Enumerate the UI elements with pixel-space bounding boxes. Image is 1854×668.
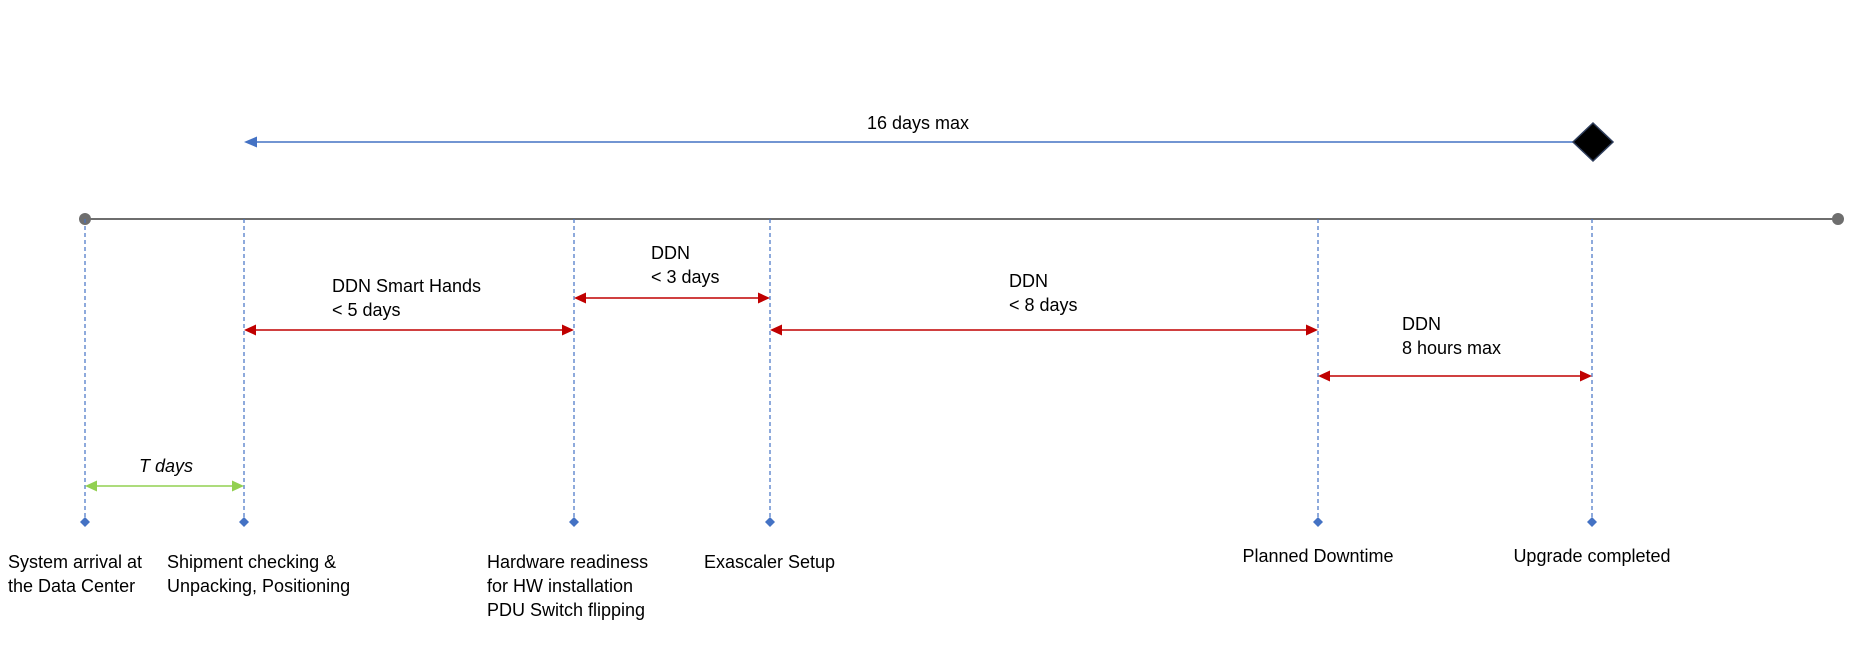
milestone-marker-hardware: [569, 517, 579, 527]
span-label-line: DDN: [1402, 314, 1441, 334]
span-arrowhead-right: [1580, 370, 1592, 382]
span-arrowhead-left: [1318, 370, 1330, 382]
milestone-marker-exascaler: [765, 517, 775, 527]
overall-span-label: 16 days max: [867, 113, 969, 133]
overall-span: 16 days max: [244, 113, 1615, 163]
milestone-marker-shipment: [239, 517, 249, 527]
span-label-line: 8 hours max: [1402, 338, 1501, 358]
span-label-t-days: T days: [139, 456, 193, 476]
span-ddn-3: DDN < 3 days: [574, 243, 770, 304]
milestone-label-shipment: Shipment checking & Unpacking, Positionin…: [167, 552, 350, 596]
span-ddn-8: DDN < 8 days: [770, 271, 1318, 336]
span-label-line: DDN: [1009, 271, 1048, 291]
span-label-line: < 8 days: [1009, 295, 1078, 315]
milestone-marker-arrival: [80, 517, 90, 527]
milestone-marker-downtime: [1313, 517, 1323, 527]
span-t-days: T days: [85, 456, 244, 492]
overall-arrowhead: [244, 136, 257, 148]
milestone-marker-upgrade: [1587, 517, 1597, 527]
milestone-guides: [80, 219, 1597, 527]
span-label-line: DDN Smart Hands: [332, 276, 481, 296]
span-label-ddn-8h: DDN 8 hours max: [1402, 314, 1501, 358]
milestone-label-line: PDU Switch flipping: [487, 600, 645, 620]
milestone-label-upgrade: Upgrade completed: [1513, 546, 1670, 566]
span-label-line: T days: [139, 456, 193, 476]
milestone-labels: System arrival at the Data Center Shipment…: [8, 546, 1671, 620]
milestone-label-line: Planned Downtime: [1242, 546, 1393, 566]
span-label-smart-hands: DDN Smart Hands < 5 days: [332, 276, 481, 320]
timeline-end-dot: [1832, 213, 1844, 225]
main-timeline: [79, 213, 1844, 225]
span-ddn-8h: DDN 8 hours max: [1318, 314, 1592, 382]
span-arrowhead-right: [758, 292, 770, 304]
milestone-label-hardware: Hardware readiness for HW installation PDU…: [487, 552, 648, 620]
span-arrowhead-left: [770, 324, 782, 336]
span-arrowhead-left: [85, 480, 97, 492]
span-label-ddn-3: DDN < 3 days: [651, 243, 720, 287]
span-label-line: < 5 days: [332, 300, 401, 320]
span-label-line: < 3 days: [651, 267, 720, 287]
milestone-label-exascaler: Exascaler Setup: [704, 552, 835, 572]
milestone-label-line: Upgrade completed: [1513, 546, 1670, 566]
milestone-label-line: System arrival at: [8, 552, 142, 572]
span-arrowhead-left: [574, 292, 586, 304]
milestone-label-line: Shipment checking &: [167, 552, 336, 572]
milestone-label-downtime: Planned Downtime: [1242, 546, 1393, 566]
span-arrowhead-right: [1306, 324, 1318, 336]
span-arrowhead-right: [232, 480, 244, 492]
milestone-label-line: the Data Center: [8, 576, 135, 596]
span-smart-hands: DDN Smart Hands < 5 days: [244, 276, 574, 336]
milestone-label-line: Hardware readiness: [487, 552, 648, 572]
milestone-label-line: Unpacking, Positioning: [167, 576, 350, 596]
milestone-label-line: Exascaler Setup: [704, 552, 835, 572]
span-label-ddn-8: DDN < 8 days: [1009, 271, 1078, 315]
milestone-diamond-marker: [1571, 121, 1615, 163]
span-arrowhead-right: [562, 324, 574, 336]
span-arrowhead-left: [244, 324, 256, 336]
milestone-label-line: for HW installation: [487, 576, 633, 596]
duration-spans: T days DDN Smart Hands < 5 days DDN < 3 days…: [85, 243, 1592, 492]
span-label-line: DDN: [651, 243, 690, 263]
milestone-label-arrival: System arrival at the Data Center: [8, 552, 142, 596]
